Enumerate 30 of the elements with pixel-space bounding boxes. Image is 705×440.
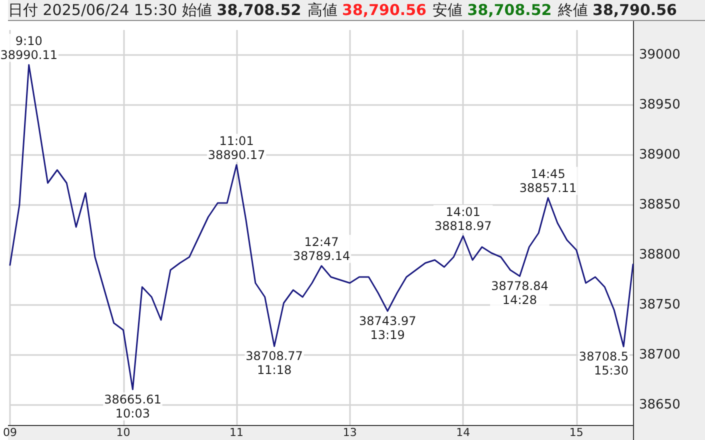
data-label: 12:47 38789.14 xyxy=(292,234,350,263)
y-tick-label: 38800 xyxy=(639,248,680,262)
y-tick-label: 39000 xyxy=(639,48,680,62)
x-tick-label: 15 xyxy=(569,426,584,439)
x-tick-label: 11 xyxy=(230,426,244,439)
data-label: 38708.5 15:30 xyxy=(578,350,629,378)
data-label: 14:45 38857.11 xyxy=(519,166,577,195)
text: 始値 38,708.52 xyxy=(182,1,302,19)
data-label: 38778.84 14:28 xyxy=(491,279,548,308)
text: 終値 38,790.56 xyxy=(558,1,677,19)
y-tick-label: 38900 xyxy=(639,148,680,162)
y-tick-label: 38750 xyxy=(639,298,680,312)
data-label: 38743.97 13:19 xyxy=(358,314,416,342)
x-tick-label: 13 xyxy=(342,426,357,439)
x-tick-label: 10 xyxy=(116,426,130,439)
y-tick-label: 38850 xyxy=(639,198,680,212)
data-label: 9:10 38990.11 xyxy=(0,34,58,62)
line-series xyxy=(9,64,634,390)
y-tick-label: 38650 xyxy=(639,398,680,412)
y-tick-label: 38700 xyxy=(639,348,680,362)
data-label: 38665.61 10:03 xyxy=(104,392,162,420)
data-label: 38708.77 11:18 xyxy=(246,349,303,378)
text: 高値 38,790.56 xyxy=(307,1,426,19)
data-label: 11:01 38890.17 xyxy=(208,134,266,162)
x-tick-label: 09 xyxy=(3,426,17,439)
y-tick-label: 38950 xyxy=(639,98,680,112)
x-tick-label: 14 xyxy=(456,426,470,439)
data-label: 14:01 38818.97 xyxy=(434,205,492,234)
text: 安値 38,708.52 xyxy=(432,1,552,19)
chart-title: 日付 2025/06/24 15:30 xyxy=(8,1,178,19)
